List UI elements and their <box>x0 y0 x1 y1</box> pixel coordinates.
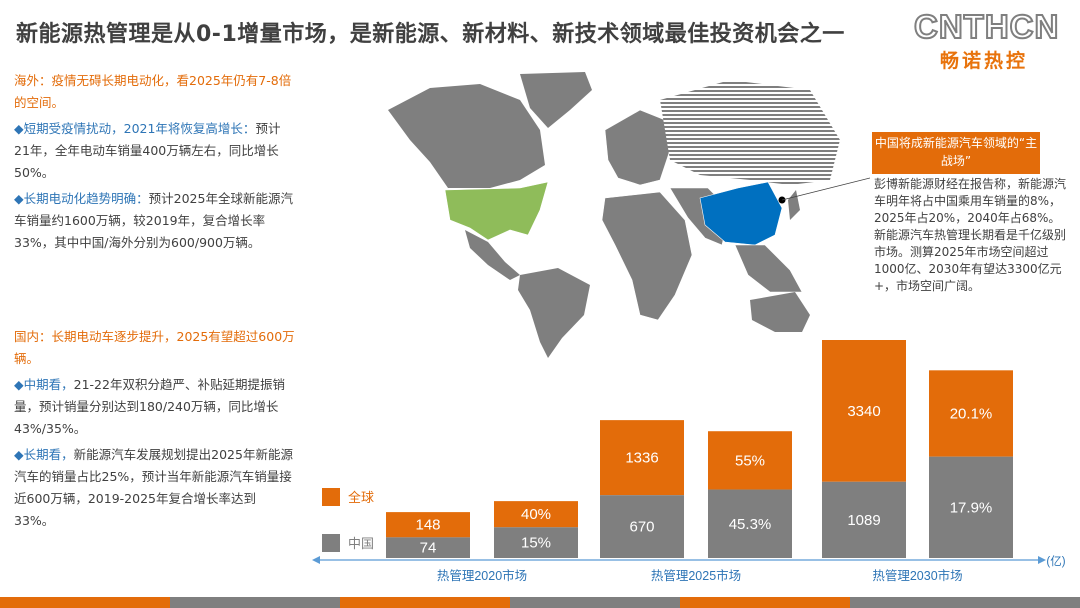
footer-stripe-orange <box>340 597 510 608</box>
footer-stripe-gray <box>850 597 1080 608</box>
diamond-bullet-icon: ◆ <box>14 191 24 206</box>
global-bar-segment <box>929 370 1013 457</box>
overseas-item-2: ◆长期电动化趋势明确：预计2025年全球新能源汽车销量约1600万辆，较2019… <box>14 188 296 254</box>
global-data-label: 55% <box>735 452 765 469</box>
china-bar-segment <box>708 489 792 558</box>
china-bar-segment <box>386 537 470 558</box>
south-america-shape <box>518 268 590 358</box>
item-lead: 长期看， <box>23 447 74 462</box>
china-data-label: 670 <box>629 519 654 536</box>
north-america-shape <box>388 84 545 188</box>
global-data-label: 20.1% <box>950 405 993 422</box>
domestic-heading: 国内：长期电动车逐步提升，2025有望超过600万辆。 <box>14 329 295 366</box>
logo-wordmark: CNTHCN <box>913 7 1060 46</box>
domestic-item-2: ◆长期看，新能源汽车发展规划提出2025年新能源汽车的销量占比25%，预计当年新… <box>14 444 296 532</box>
china-bar-segment <box>494 527 578 558</box>
diamond-bullet-icon: ◆ <box>14 447 24 462</box>
global-data-label: 148 <box>415 517 440 534</box>
china-data-label: 17.9% <box>950 499 993 516</box>
china-bar-segment <box>929 456 1013 558</box>
china-data-label: 1089 <box>847 512 880 529</box>
footer-stripe-gray <box>170 597 340 608</box>
item-lead: 长期电动化趋势明确： <box>23 191 149 206</box>
category-label: 热管理2020市场 <box>437 568 527 583</box>
footer-stripe-orange <box>680 597 850 608</box>
australia-shape <box>750 292 810 332</box>
global-data-label: 40% <box>521 506 551 523</box>
russia-shape <box>660 80 840 185</box>
item-body: 21-22年双积分趋严、补贴延期提振销量，预计销量分别达到180/240万辆，同… <box>14 377 285 436</box>
item-lead: 中期看， <box>23 377 74 392</box>
domestic-section: 国内：长期电动车逐步提升，2025有望超过600万辆。 ◆中期看，21-22年双… <box>14 326 296 532</box>
mexico-shape <box>465 230 520 280</box>
overseas-heading: 海外：疫情无碍长期电动化，看2025年仍有7-8倍的空间。 <box>14 73 292 110</box>
legend-swatch-china <box>322 534 340 552</box>
china-data-label: 45.3% <box>729 516 772 533</box>
southeast-asia-shape <box>734 244 803 293</box>
legend-label-global: 全球 <box>348 490 374 505</box>
china-bar-segment <box>822 481 906 558</box>
greenland-shape <box>520 72 592 128</box>
global-bar-segment <box>600 420 684 496</box>
global-bar-segment <box>822 340 906 482</box>
item-body: 预计2025年全球新能源汽车销量约1600万辆，较2019年，复合增长率33%，… <box>14 191 293 250</box>
page-title: 新能源热管理是从0-1增量市场，是新能源、新材料、新技术领域最佳投资机会之一 <box>16 22 845 47</box>
overseas-section: 海外：疫情无碍长期电动化，看2025年仍有7-8倍的空间。 ◆短期受疫情扰动，2… <box>14 70 296 254</box>
diamond-bullet-icon: ◆ <box>14 377 24 392</box>
category-label: 热管理2025市场 <box>651 568 741 583</box>
global-bar-segment <box>386 512 470 538</box>
item-body: 新能源汽车发展规划提出2025年新能源汽车的销量占比25%，预计当年新能源汽车销… <box>14 447 293 528</box>
global-bar-segment <box>494 501 578 528</box>
overseas-item-1: ◆短期受疫情扰动，2021年将恢复高增长：预计21年，全年电动车销量400万辆左… <box>14 118 296 184</box>
axis-left-arrow-icon <box>312 556 320 564</box>
europe-shape <box>604 109 671 186</box>
usa-shape <box>444 181 549 241</box>
axis-unit-label: (亿) <box>1046 555 1065 568</box>
domestic-item-1: ◆中期看，21-22年双积分趋严、补贴延期提振销量，预计销量分别达到180/24… <box>14 374 296 440</box>
category-label: 热管理2030市场 <box>872 568 962 583</box>
china-shape <box>699 181 783 246</box>
callout-leader-line <box>781 177 870 201</box>
china-data-label: 74 <box>420 540 437 557</box>
diamond-bullet-icon: ◆ <box>14 121 24 136</box>
item-lead: 短期受疫情扰动，2021年将恢复高增长： <box>23 121 256 136</box>
global-bar-segment <box>708 431 792 490</box>
footer-stripe-gray <box>510 597 680 608</box>
item-body: 预计21年，全年电动车销量400万辆左右，同比增长50%。 <box>14 121 281 180</box>
china-bar-segment <box>600 495 684 558</box>
logo-chinese: 畅诺热控 <box>940 50 1029 72</box>
legend-swatch-global <box>322 488 340 506</box>
china-data-label: 15% <box>521 535 551 552</box>
legend-label-china: 中国 <box>348 536 374 551</box>
global-data-label: 1336 <box>625 450 658 467</box>
axis-right-arrow-icon <box>1038 556 1046 564</box>
footer-stripe-orange <box>0 597 170 608</box>
global-data-label: 3340 <box>847 403 880 420</box>
callout-title: 中国将成新能源汽车领域的“主战场” <box>872 132 1040 174</box>
callout-body: 彭博新能源财经在报告称，新能源汽车明年将占中国乘用车销量的8%，2025年占20… <box>874 177 1067 293</box>
world-map <box>388 72 870 358</box>
africa-shape <box>601 191 693 321</box>
